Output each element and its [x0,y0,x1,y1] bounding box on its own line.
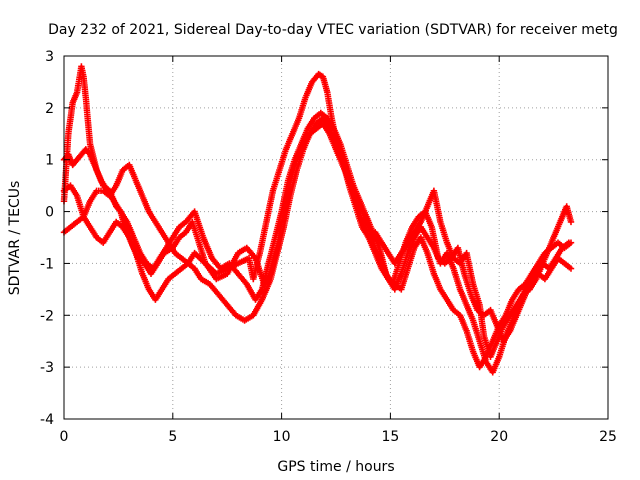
data-markers [60,63,575,376]
data-point [567,218,575,226]
x-tick-label: 5 [168,429,177,445]
y-tick-label: 1 [45,153,54,169]
tick-labels: -4 -3 -2 -1 0 1 2 3 0 5 10 15 20 25 [40,49,617,445]
data-point [567,265,575,272]
y-tick-label: -1 [40,256,54,272]
y-tick-label: 3 [45,49,54,65]
y-axis-label: SDTVAR / TECUs [7,181,23,296]
y-tick-label: 0 [45,205,54,221]
axis-ticks [63,55,609,420]
x-tick-label: 20 [490,429,508,445]
plot-frame [63,55,609,420]
x-tick-label: 25 [599,429,617,445]
y-tick-label: -4 [40,412,54,428]
x-axis-label: GPS time / hours [277,459,394,475]
series-track-b [60,109,572,345]
x-tick-label: 15 [381,429,399,445]
y-tick-label: -2 [40,308,54,324]
data-point [567,239,575,246]
y-tick-label: 2 [45,101,54,117]
y-tick-label: -3 [40,360,54,376]
series-track-a [60,63,575,360]
x-tick-label: 0 [60,429,69,445]
x-tick-label: 10 [273,429,291,445]
grid-lines [64,56,608,419]
chart-title: Day 232 of 2021, Sidereal Day-to-day VTE… [48,22,618,38]
series-track-d [60,115,575,371]
